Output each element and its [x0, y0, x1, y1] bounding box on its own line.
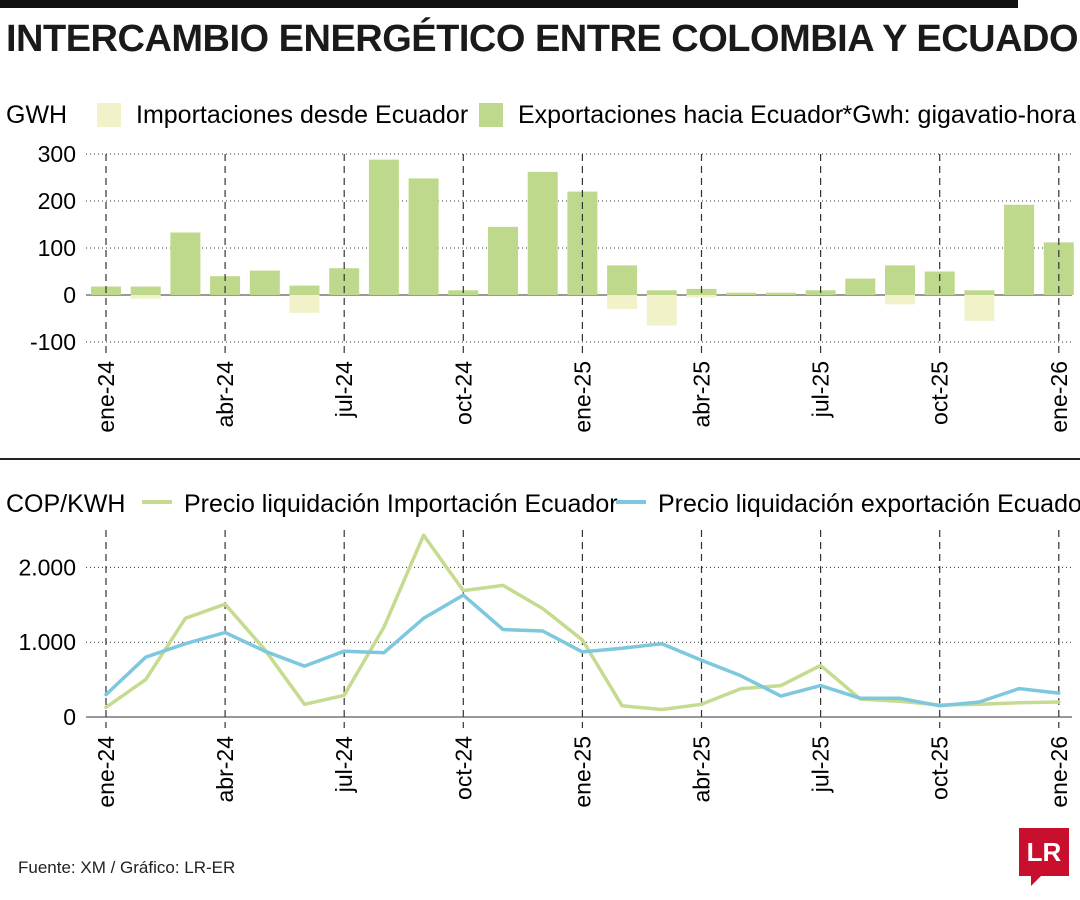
x-tick-label: jul-24: [331, 736, 357, 793]
lr-logo-text: LR: [1027, 837, 1062, 867]
x-tick-label: oct-24: [450, 361, 476, 425]
bar-import: [607, 295, 638, 310]
legend-swatch-import: [97, 103, 121, 127]
x-tick-label: ene-24: [93, 736, 119, 808]
bar-export: [368, 159, 399, 295]
top-rule: [0, 0, 1018, 8]
bar-export: [726, 292, 757, 295]
y-tick-label: 100: [38, 235, 76, 261]
bar-export: [527, 171, 558, 295]
bar-export: [765, 292, 796, 295]
x-tick-label: abr-24: [212, 736, 238, 803]
bar-import: [130, 295, 161, 299]
lr-logo-badge: [1019, 828, 1069, 886]
x-tick-label: ene-26: [1046, 736, 1072, 808]
legend-swatch-export: [479, 103, 503, 127]
y-tick-label: 2.000: [18, 554, 76, 580]
bar-import: [686, 295, 717, 298]
bar-import: [885, 295, 915, 305]
legend-label-import-line: Precio liquidación Importación Ecuador: [184, 490, 618, 518]
unit-note: *Gwh: gigavatio-hora: [843, 101, 1077, 129]
bar-chart-gwh: GWH Importaciones desde Ecuador Exportacio…: [6, 101, 1077, 433]
y-tick-label: 1.000: [18, 629, 76, 655]
source-note: Fuente: XM / Gráfico: LR-ER: [18, 858, 236, 877]
bar-export: [210, 276, 241, 295]
page-title: INTERCAMBIO ENERGÉTICO ENTRE COLOMBIA Y …: [6, 18, 1080, 60]
bar-export: [885, 265, 915, 295]
bar-import: [646, 295, 677, 326]
bar-export: [845, 278, 876, 295]
y-tick-label: 0: [63, 704, 76, 730]
x-tick-label: abr-25: [689, 736, 715, 802]
bar-import: [289, 295, 320, 313]
y-unit-label: COP/KWH: [6, 490, 125, 518]
x-tick-label: oct-25: [927, 736, 953, 800]
bar-export: [170, 232, 201, 295]
x-tick-label: jul-25: [808, 361, 834, 418]
x-tick-label: ene-25: [569, 361, 595, 433]
y-tick-label: 200: [38, 188, 76, 214]
bar-import: [964, 295, 995, 321]
series-line-import: [104, 533, 1061, 712]
bar-export: [964, 290, 995, 295]
bar-export: [924, 271, 955, 295]
bar-export: [289, 285, 320, 295]
line-chart-cop-kwh: COP/KWH Precio liquidación Importación Ec…: [6, 490, 1080, 808]
x-tick-label: oct-25: [927, 361, 953, 425]
section-divider: [0, 458, 1080, 460]
bar-export: [249, 270, 280, 295]
y-tick-label: 0: [63, 282, 76, 308]
bar-export: [1004, 204, 1035, 295]
lr-logo: LR: [1019, 828, 1069, 886]
x-tick-label: jul-24: [331, 361, 357, 418]
legend-label-import: Importaciones desde Ecuador: [136, 101, 468, 129]
bar-export: [607, 265, 638, 295]
x-tick-label: abr-25: [689, 361, 715, 427]
x-tick-label: oct-24: [450, 736, 476, 800]
y-tick-label: -100: [30, 329, 76, 355]
x-tick-label: ene-26: [1046, 361, 1072, 433]
bar-export: [646, 290, 677, 295]
x-tick-label: ene-25: [569, 736, 595, 808]
y-tick-label: 300: [38, 141, 76, 167]
x-tick-label: ene-24: [93, 361, 119, 433]
bar-export: [408, 178, 439, 295]
legend-label-export: Exportaciones hacia Ecuador: [518, 101, 843, 129]
bar-export: [130, 286, 161, 295]
x-tick-label: abr-24: [212, 361, 238, 428]
bar-export: [488, 226, 518, 295]
series-line-export: [104, 593, 1061, 708]
y-unit-label: GWH: [6, 101, 67, 129]
legend-label-export-line: Precio liquidación exportación Ecuador: [658, 490, 1080, 518]
x-tick-label: jul-25: [808, 736, 834, 793]
